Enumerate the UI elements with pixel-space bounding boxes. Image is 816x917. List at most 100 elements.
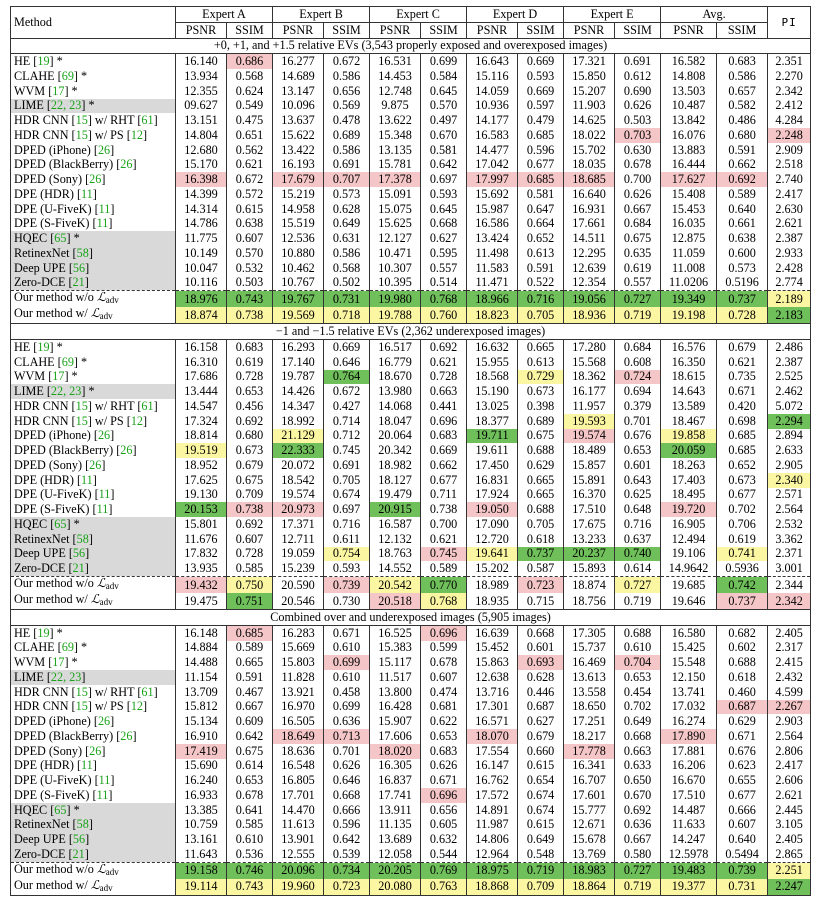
pi-value: 3.001 bbox=[767, 561, 812, 577]
ssim-value: 0.661 bbox=[716, 216, 769, 232]
ssim-value: 0.715 bbox=[517, 593, 565, 610]
citation-link: 11 bbox=[96, 216, 109, 231]
psnr-value: 20.342 bbox=[369, 443, 422, 458]
psnr-value: 17.419 bbox=[175, 743, 227, 759]
psnr-value: 14.314 bbox=[175, 201, 227, 217]
ssim-value: 0.687 bbox=[716, 699, 769, 715]
pi-value: 5.072 bbox=[767, 399, 812, 414]
psnr-value: 17.321 bbox=[563, 53, 616, 69]
ssim-value: 0.711 bbox=[420, 487, 468, 503]
pi-value: 2.518 bbox=[767, 157, 812, 173]
ssim-value: 0.607 bbox=[225, 531, 274, 547]
ssim-value: 0.692 bbox=[716, 172, 769, 187]
psnr-value: 12.058 bbox=[369, 847, 422, 863]
method-cell: HE [19] * bbox=[10, 53, 176, 69]
psnr-value: 18.489 bbox=[563, 443, 616, 458]
psnr-value: 19.349 bbox=[660, 290, 718, 308]
table-row: DPE (HDR) [11] 15.690 0.614 16.548 0.626 16.3… bbox=[10, 758, 812, 774]
psnr-value: 15.117 bbox=[369, 655, 422, 670]
ssim-value: 0.497 bbox=[420, 113, 468, 128]
method-suffix: ] * bbox=[66, 802, 80, 817]
ssim-value: 0.714 bbox=[323, 413, 371, 429]
citation-link: 17 bbox=[52, 369, 65, 384]
psnr-value: 14.958 bbox=[272, 201, 325, 217]
ssim-value: 0.610 bbox=[225, 832, 274, 847]
ssim-value: 0.633 bbox=[614, 758, 662, 774]
psnr-value: 12.555 bbox=[272, 847, 325, 863]
psnr-value: 15.737 bbox=[563, 640, 616, 656]
psnr-value: 15.453 bbox=[660, 201, 718, 217]
method-cell: LIME [22, 23] * bbox=[10, 384, 176, 399]
ssim-value: 0.699 bbox=[323, 699, 371, 715]
method-name: DPE (HDR) [ bbox=[14, 472, 82, 487]
ssim-value: 0.610 bbox=[614, 640, 662, 656]
ssim-value: 0.5494 bbox=[716, 847, 769, 863]
psnr-value: 16.905 bbox=[660, 517, 718, 532]
table-row: RetinexNet [58] 10.149 0.570 10.880 0.586 10.… bbox=[10, 246, 812, 261]
psnr-value: 15.678 bbox=[563, 832, 616, 847]
ssim-value: 0.656 bbox=[323, 83, 371, 99]
psnr-value: 18.615 bbox=[660, 369, 718, 385]
psnr-value: 15.239 bbox=[272, 561, 325, 577]
group-header: Expert C bbox=[369, 6, 468, 23]
psnr-value: 12.671 bbox=[563, 817, 616, 833]
method-name: DPE (U-FiveK) [ bbox=[14, 773, 99, 788]
ssim-value: 0.454 bbox=[614, 684, 662, 700]
psnr-value: 17.832 bbox=[175, 546, 227, 562]
ssim-value: 0.671 bbox=[420, 773, 468, 788]
ssim-value: 0.591 bbox=[716, 142, 769, 158]
psnr-value: 13.842 bbox=[660, 113, 718, 128]
pi-value: 3.105 bbox=[767, 817, 812, 833]
ssim-value: 0.677 bbox=[420, 472, 468, 488]
ssim-value: 0.609 bbox=[225, 714, 274, 729]
psnr-value: 15.669 bbox=[272, 640, 325, 656]
ssim-value: 0.636 bbox=[323, 714, 371, 729]
psnr-value: 14.786 bbox=[175, 216, 227, 232]
psnr-value: 18.650 bbox=[563, 699, 616, 715]
psnr-value: 15.857 bbox=[563, 458, 616, 473]
psnr-value: 16.277 bbox=[272, 53, 325, 69]
ssim-value: 0.724 bbox=[614, 369, 662, 385]
table-row: Our method w/ ℒadv 19.114 0.743 19.960 0.723… bbox=[10, 878, 812, 896]
method-cell: Zero-DCE [21] bbox=[10, 847, 176, 863]
psnr-value: 16.370 bbox=[563, 487, 616, 503]
loss-symbol: ℒadv bbox=[96, 862, 119, 877]
psnr-value: 17.661 bbox=[563, 216, 616, 232]
psnr-value: 10.487 bbox=[660, 98, 718, 114]
psnr-value: 18.495 bbox=[660, 487, 718, 503]
ssim-value: 0.650 bbox=[614, 773, 662, 788]
ssim-value: 0.675 bbox=[225, 743, 274, 759]
method-cell: LIME [22, 23] bbox=[10, 670, 176, 685]
ssim-value: 0.660 bbox=[517, 743, 565, 759]
pi-value: 2.525 bbox=[767, 369, 812, 385]
ssim-value: 0.692 bbox=[225, 413, 274, 429]
pi-value: 2.317 bbox=[767, 640, 812, 656]
method-name: DPE (S-FiveK) [ bbox=[14, 788, 97, 802]
psnr-value: 12.536 bbox=[272, 231, 325, 246]
psnr-value: 15.408 bbox=[660, 187, 718, 202]
ssim-value: 0.676 bbox=[614, 428, 662, 444]
pi-value: 2.621 bbox=[767, 216, 812, 232]
psnr-value: 19.858 bbox=[660, 428, 718, 444]
method-name: RetinexNet [ bbox=[14, 531, 77, 546]
ssim-value: 0.693 bbox=[517, 655, 565, 670]
psnr-value: 14.804 bbox=[175, 128, 227, 143]
method-name: CLAHE [ bbox=[14, 69, 62, 83]
psnr-value: 19.574 bbox=[563, 428, 616, 444]
table-row: CLAHE [69] * 14.884 0.589 15.669 0.610 15.383… bbox=[10, 640, 812, 656]
table-row: WVM [17] * 17.686 0.728 19.787 0.764 18.670 0.… bbox=[10, 369, 812, 385]
psnr-value: 13.709 bbox=[175, 684, 227, 700]
psnr-value: 14.552 bbox=[369, 561, 422, 577]
citation-link: 26 bbox=[89, 458, 102, 472]
psnr-value: 12.494 bbox=[660, 531, 718, 547]
method-cell: HDR CNN [15] w/ RHT [61] bbox=[10, 684, 176, 700]
psnr-value: 13.741 bbox=[660, 684, 718, 700]
psnr-value: 19.788 bbox=[369, 307, 422, 324]
method-header: Method bbox=[10, 6, 176, 38]
ssim-value: 0.584 bbox=[420, 69, 468, 84]
ssim-value: 0.456 bbox=[225, 399, 274, 414]
ssim-value: 0.685 bbox=[517, 172, 565, 187]
method-cell: DPE (S-FiveK) [11] bbox=[10, 502, 176, 517]
psnr-header: PSNR bbox=[660, 21, 718, 38]
table-row: DPED (iPhone) [26] 18.814 0.680 21.129 0.712… bbox=[10, 428, 812, 444]
